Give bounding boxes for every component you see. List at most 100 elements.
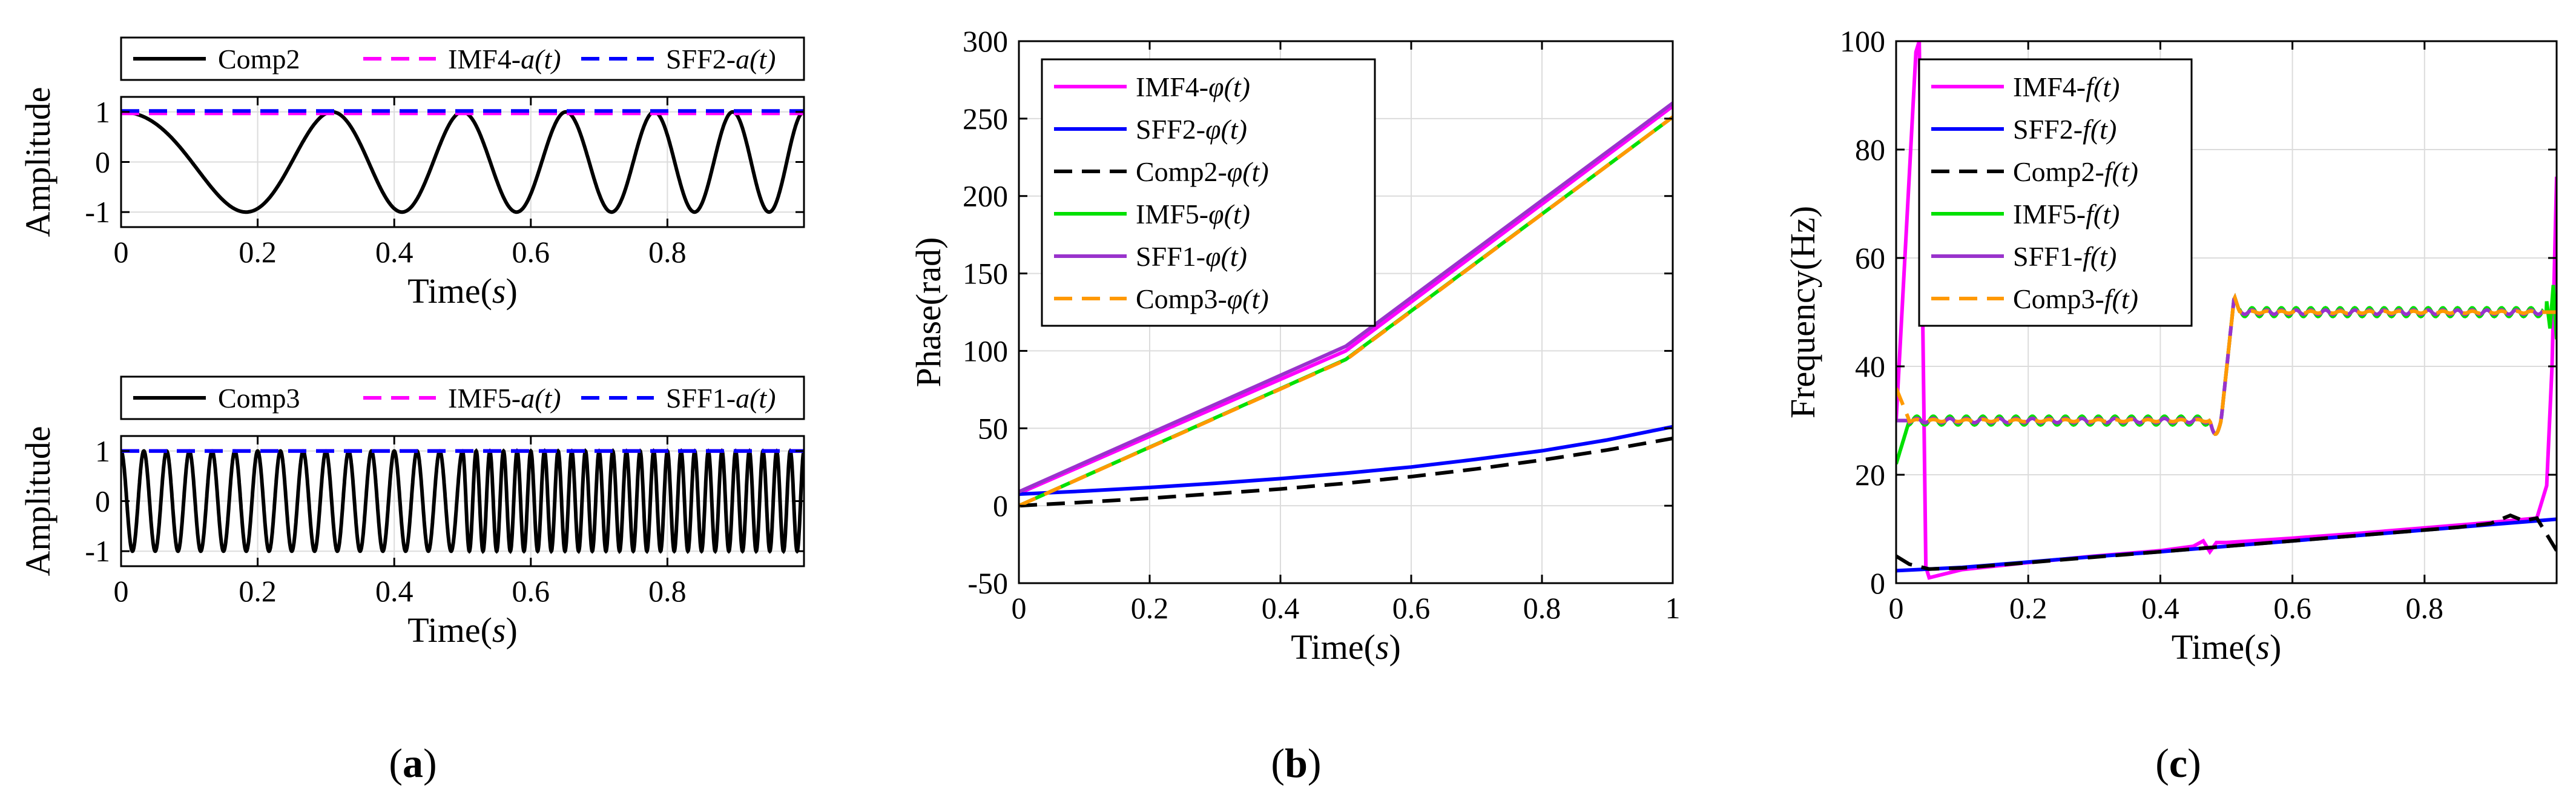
- panel-c-frequency-chart: 0 0.2 0.4 0.6 0.8 0 20 40 60 80 100 Time(s) Frequenc…: [1783, 24, 2558, 667]
- legend-entry-name: Comp3: [218, 383, 300, 414]
- legend-entry-name: IMF4-: [1136, 71, 1208, 102]
- panel-label-b: (b): [1271, 740, 1321, 786]
- y-tick-label: 300: [963, 24, 1008, 58]
- legend-entry-label: Comp3-f(t): [2013, 283, 2138, 314]
- y-tick-label: 100: [1840, 24, 1885, 58]
- legend-entry-var: φ(t): [1227, 156, 1269, 187]
- y-axis-label: Frequency(Hz): [1783, 206, 1822, 418]
- series-line-sff1-t-: [1019, 101, 1673, 494]
- legend-entry-var: φ(t): [1208, 71, 1250, 102]
- panel-label-c-open: (: [2155, 740, 2169, 786]
- x-axis-label: Time(s): [2172, 627, 2282, 667]
- x-tick-label: 0.8: [2406, 591, 2444, 625]
- x-axis-label-pre: Time(: [407, 271, 492, 311]
- legend-entry-var: f(t): [2086, 71, 2120, 102]
- legend-entry-name: SFF1-: [666, 383, 736, 414]
- legend-entry-label: SFF2-f(t): [2013, 114, 2116, 145]
- legend-entry-name: IMF5-: [2013, 199, 2086, 230]
- y-tick-label: 0: [95, 145, 110, 179]
- x-tick-label: 0.8: [1523, 591, 1561, 625]
- panel-label-b-letter: b: [1285, 740, 1308, 786]
- x-axis-label-post: ): [1389, 627, 1400, 667]
- panel-label-b-close: ): [1308, 740, 1322, 786]
- y-tick-label: -1: [85, 195, 110, 229]
- panel-label-c-close: ): [2187, 740, 2201, 786]
- legend-entry-label: Comp2: [218, 44, 300, 74]
- x-tick-label: 0: [1012, 591, 1027, 625]
- legend-box: [1041, 58, 1376, 327]
- panel-label-b-open: (: [1271, 740, 1285, 786]
- panel-label-a-letter: a: [403, 740, 423, 786]
- x-axis-label-var: s: [1375, 627, 1389, 667]
- legend-entry-name: SFF2-: [1136, 114, 1205, 145]
- x-axis-label-var: s: [492, 271, 506, 311]
- series-line-comp3-t-: [1019, 115, 1673, 507]
- legend-entry-label: IMF5-a(t): [448, 383, 561, 414]
- y-tick-label: 0: [993, 489, 1008, 523]
- legend-entry-var: a(t): [521, 44, 561, 74]
- legend-box: [1918, 58, 2193, 327]
- y-axis-label: Phase(rad): [909, 237, 948, 387]
- legend-entry-name: IMF5-: [448, 383, 521, 414]
- legend-box: [120, 36, 805, 81]
- y-tick-label: -50: [967, 566, 1008, 600]
- x-axis-label-pre: Time(: [1291, 627, 1375, 667]
- x-tick-label: 0.4: [375, 235, 413, 269]
- x-axis-label-pre: Time(: [407, 610, 492, 650]
- x-axis-label-var: s: [492, 610, 506, 650]
- x-tick-label: 0.2: [239, 235, 277, 269]
- x-tick-label: 0.6: [512, 235, 550, 269]
- legend-entry-name: Comp2-: [2013, 156, 2104, 187]
- x-axis-label-pre: Time(: [2172, 627, 2256, 667]
- legend-entry-var: f(t): [2086, 199, 2120, 230]
- x-axis-label: Time(s): [1291, 627, 1401, 667]
- legend-entry-label: IMF4-f(t): [2013, 71, 2120, 102]
- legend-entry-label: SFF2-a(t): [666, 44, 776, 74]
- panel-label-c-letter: c: [2169, 740, 2187, 786]
- y-tick-label: 1: [95, 434, 110, 468]
- axes-box: [1895, 40, 2558, 584]
- panel-label-a-open: (: [389, 740, 403, 786]
- legend-entry-var: a(t): [736, 383, 776, 414]
- legend-box: [120, 375, 805, 420]
- legend-entry-name: SFF1-: [2013, 241, 2083, 272]
- x-axis-label: Time(s): [407, 610, 518, 650]
- legend-entry-name: Comp2: [218, 44, 300, 74]
- y-tick-label: -1: [85, 534, 110, 568]
- x-tick-label: 0.2: [2009, 591, 2047, 625]
- legend-entry-name: SFF1-: [1136, 241, 1205, 272]
- series-line-imf4-t-: [1019, 104, 1673, 495]
- y-tick-label: 40: [1855, 349, 1885, 383]
- legend-entry-name: Comp2-: [1136, 156, 1227, 187]
- x-tick-label: 0.8: [648, 574, 687, 608]
- x-axis-label: Time(s): [407, 271, 518, 311]
- axes-box: [1018, 40, 1674, 584]
- y-tick-label: 20: [1855, 458, 1885, 492]
- x-tick-label: 0.2: [1131, 591, 1169, 625]
- y-tick-label: 150: [963, 257, 1008, 291]
- panel-label-c: (c): [2155, 740, 2201, 786]
- y-tick-label: 80: [1855, 133, 1885, 167]
- x-tick-label: 0.4: [2141, 591, 2179, 625]
- y-tick-label: 60: [1855, 241, 1885, 275]
- legend-entry-label: IMF4-φ(t): [1136, 71, 1250, 102]
- panel-label-a-close: ): [423, 740, 437, 786]
- legend-entry-label: Comp3-φ(t): [1136, 283, 1269, 314]
- legend-entry-var: a(t): [521, 383, 561, 414]
- y-tick-label: 200: [963, 179, 1008, 213]
- y-tick-label: 50: [978, 411, 1008, 445]
- x-axis-label-post: ): [2270, 627, 2281, 667]
- x-tick-label: 0.6: [1392, 591, 1431, 625]
- x-tick-label: 0.4: [1262, 591, 1300, 625]
- x-tick-label: 0: [114, 574, 129, 608]
- legend-entry-label: Comp2-φ(t): [1136, 156, 1269, 187]
- legend-entry-var: φ(t): [1208, 199, 1250, 230]
- x-tick-label: 0.6: [2273, 591, 2311, 625]
- legend-entry-label: SFF1-φ(t): [1136, 241, 1247, 272]
- legend-entry-name: Comp3-: [1136, 283, 1227, 314]
- panel-b-phase-chart: 0 0.2 0.4 0.6 0.8 1-50050100150200250300Time(…: [909, 24, 1681, 667]
- x-tick-label: 0: [114, 235, 129, 269]
- legend-entry-name: IMF4-: [2013, 71, 2086, 102]
